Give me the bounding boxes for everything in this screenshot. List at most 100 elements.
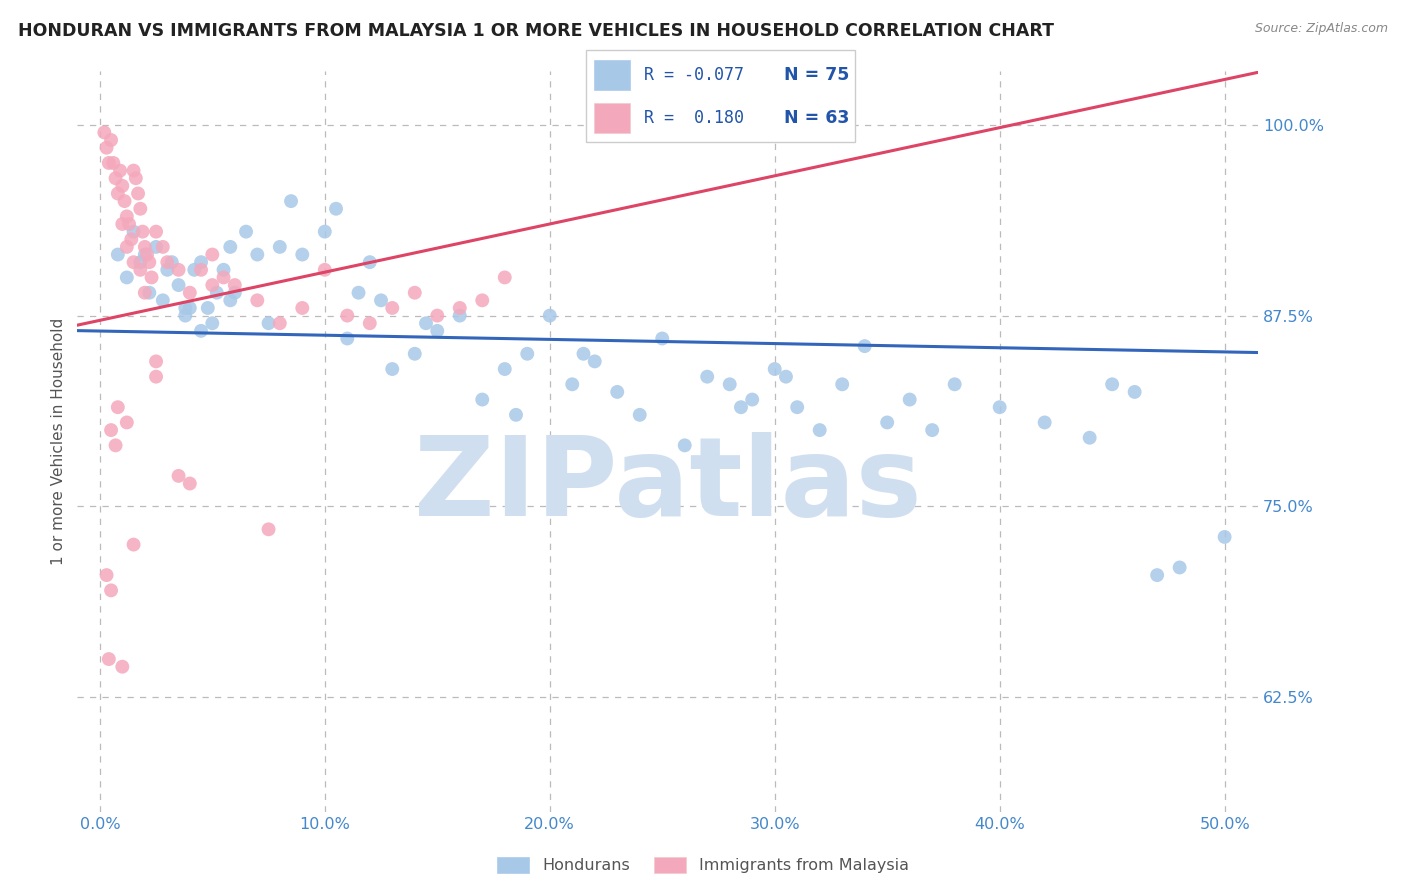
Point — [115, 270, 138, 285]
FancyBboxPatch shape — [595, 61, 630, 90]
Point — [426, 324, 449, 338]
Point — [359, 316, 381, 330]
Point — [118, 217, 141, 231]
Point — [167, 262, 190, 277]
Point — [103, 156, 125, 170]
Point — [921, 423, 943, 437]
Text: Source: ZipAtlas.com: Source: ZipAtlas.com — [1254, 22, 1388, 36]
Point — [115, 210, 138, 224]
Point — [336, 309, 359, 323]
Point — [606, 384, 628, 399]
Point — [201, 247, 224, 261]
Point — [174, 309, 197, 323]
Point — [786, 400, 808, 414]
Point — [257, 316, 280, 330]
Point — [561, 377, 583, 392]
Point — [179, 476, 201, 491]
Point — [628, 408, 651, 422]
Point — [269, 316, 291, 330]
Point — [115, 240, 138, 254]
Point — [336, 331, 359, 345]
Point — [127, 186, 149, 201]
Point — [160, 255, 183, 269]
Point — [96, 568, 118, 582]
Point — [246, 293, 269, 308]
Point — [100, 423, 122, 437]
Text: R = -0.077: R = -0.077 — [644, 66, 744, 84]
Point — [370, 293, 392, 308]
Point — [108, 163, 131, 178]
Point — [898, 392, 921, 407]
Point — [280, 194, 302, 208]
Point — [763, 362, 786, 376]
Point — [97, 652, 120, 666]
Point — [808, 423, 831, 437]
Point — [107, 186, 129, 201]
Point — [988, 400, 1011, 414]
Point — [471, 392, 494, 407]
Point — [583, 354, 606, 368]
Point — [381, 362, 404, 376]
Point — [97, 156, 120, 170]
Point — [167, 469, 190, 483]
Point — [741, 392, 763, 407]
Point — [235, 225, 257, 239]
Point — [449, 309, 471, 323]
Point — [129, 255, 152, 269]
Point — [174, 301, 197, 315]
Point — [1033, 416, 1056, 430]
Point — [718, 377, 741, 392]
Point — [205, 285, 228, 300]
Point — [246, 247, 269, 261]
Point — [291, 247, 314, 261]
Point — [449, 301, 471, 315]
Point — [96, 141, 118, 155]
Point — [104, 438, 127, 452]
Point — [136, 247, 159, 261]
Point — [1168, 560, 1191, 574]
Text: N = 75: N = 75 — [783, 66, 849, 84]
Point — [115, 416, 138, 430]
Point — [494, 362, 516, 376]
Text: ZIPatlas: ZIPatlas — [413, 433, 922, 540]
Point — [138, 285, 160, 300]
Point — [122, 538, 145, 552]
Point — [876, 416, 898, 430]
Point — [131, 225, 153, 239]
Point — [257, 522, 280, 536]
Point — [145, 225, 167, 239]
Point — [145, 354, 167, 368]
Point — [673, 438, 696, 452]
Point — [775, 369, 797, 384]
Point — [134, 240, 156, 254]
Point — [572, 347, 595, 361]
Point — [224, 285, 246, 300]
Point — [129, 262, 152, 277]
Point — [93, 125, 115, 139]
Point — [291, 301, 314, 315]
Point — [831, 377, 853, 392]
Point — [190, 255, 212, 269]
Point — [111, 178, 134, 193]
Point — [494, 270, 516, 285]
Point — [1213, 530, 1236, 544]
Point — [114, 194, 136, 208]
Point — [197, 301, 219, 315]
Point — [129, 202, 152, 216]
Point — [219, 240, 242, 254]
Point — [152, 293, 174, 308]
Point — [314, 262, 336, 277]
FancyBboxPatch shape — [586, 50, 855, 142]
Point — [730, 400, 752, 414]
Text: N = 63: N = 63 — [783, 110, 849, 128]
Point — [471, 293, 494, 308]
Point — [219, 293, 242, 308]
Point — [145, 240, 167, 254]
Legend: Hondurans, Immigrants from Malaysia: Hondurans, Immigrants from Malaysia — [491, 850, 915, 880]
Point — [269, 240, 291, 254]
Point — [120, 232, 142, 246]
Point — [190, 324, 212, 338]
Point — [183, 262, 205, 277]
Point — [104, 171, 127, 186]
Point — [505, 408, 527, 422]
